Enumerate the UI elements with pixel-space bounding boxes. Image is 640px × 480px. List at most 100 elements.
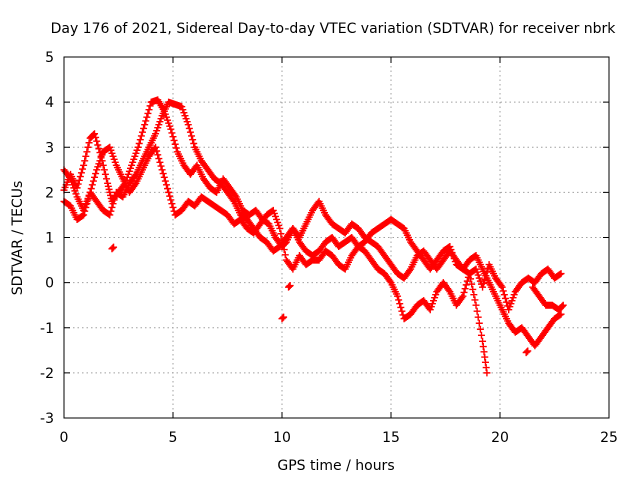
data-point — [77, 169, 85, 177]
data-point — [146, 102, 154, 110]
data-point — [558, 302, 566, 310]
data-point — [477, 331, 485, 339]
data-point — [286, 282, 294, 290]
data-point — [557, 270, 565, 278]
data-point — [99, 161, 107, 169]
data-point — [471, 296, 479, 304]
data-point — [276, 224, 284, 232]
y-tick-label: -3 — [40, 411, 54, 427]
x-tick-label: 10 — [273, 430, 291, 446]
data-point — [100, 166, 108, 174]
data-point — [523, 348, 531, 356]
data-point — [108, 203, 116, 211]
data-point — [468, 280, 476, 288]
y-tick-label: 5 — [45, 50, 54, 66]
data-point — [479, 337, 487, 345]
data-point — [158, 166, 166, 174]
data-point — [154, 151, 162, 159]
data-point — [165, 188, 173, 196]
data-point — [483, 369, 491, 377]
data-point — [171, 140, 179, 148]
data-point — [168, 129, 176, 137]
data-point — [92, 170, 100, 178]
data-point — [137, 132, 145, 140]
data-point — [106, 211, 114, 219]
data-point — [74, 180, 82, 188]
data-point — [498, 283, 506, 291]
data-point — [463, 277, 471, 285]
data-point — [160, 173, 168, 181]
data-point — [141, 121, 149, 129]
data-point — [91, 130, 99, 138]
data-point — [101, 170, 109, 178]
data-point — [474, 313, 482, 321]
series-isolated — [108, 243, 532, 357]
data-point — [161, 177, 169, 185]
data-point — [143, 113, 151, 121]
x-tick-label: 25 — [600, 430, 618, 446]
y-tick-label: 2 — [45, 185, 54, 201]
data-point — [157, 162, 165, 170]
plot-area — [60, 96, 567, 377]
y-tick-label: -2 — [40, 366, 54, 382]
data-point — [103, 175, 111, 183]
data-point — [93, 137, 101, 145]
data-point — [469, 285, 477, 293]
data-point — [79, 212, 87, 220]
data-point — [167, 125, 175, 133]
x-tick-label: 0 — [60, 430, 69, 446]
data-point — [109, 200, 117, 208]
data-point — [277, 230, 285, 238]
data-point — [278, 315, 286, 323]
data-point — [395, 296, 403, 304]
x-tick-label: 20 — [491, 430, 509, 446]
data-point — [135, 139, 143, 147]
data-point — [473, 307, 481, 315]
data-point — [89, 177, 97, 185]
data-point — [81, 157, 89, 165]
data-point — [459, 292, 467, 300]
y-tick-label: 3 — [45, 140, 54, 156]
data-point — [76, 173, 84, 181]
data-point — [481, 276, 489, 284]
data-point — [480, 348, 488, 356]
data-point — [396, 300, 404, 308]
data-point — [470, 291, 478, 299]
data-point — [169, 203, 177, 211]
data-point — [479, 343, 487, 351]
data-point — [458, 294, 466, 302]
data-point — [285, 283, 293, 291]
data-point — [501, 294, 509, 302]
data-point — [162, 181, 170, 189]
data-point — [482, 272, 490, 280]
x-tick-label: 15 — [382, 430, 400, 446]
data-point — [153, 147, 161, 155]
data-point — [86, 188, 94, 196]
data-point — [558, 303, 566, 311]
data-point — [186, 128, 194, 136]
data-point — [559, 301, 567, 309]
data-point — [108, 245, 116, 253]
data-point — [85, 139, 93, 147]
data-point — [278, 235, 286, 243]
data-point — [91, 173, 99, 181]
data-point — [95, 145, 103, 153]
data-point — [156, 158, 164, 166]
data-point — [140, 124, 148, 132]
data-point — [92, 133, 100, 141]
data-point — [279, 314, 287, 322]
data-point — [479, 283, 487, 291]
data-point — [109, 244, 117, 252]
data-point — [480, 279, 488, 287]
x-tick-label: 5 — [169, 430, 178, 446]
data-point — [172, 144, 180, 152]
data-point — [482, 364, 490, 372]
data-point — [229, 196, 237, 204]
data-point — [79, 165, 87, 173]
data-point — [88, 181, 96, 189]
data-point — [184, 121, 192, 129]
data-point — [169, 133, 177, 141]
data-point — [134, 143, 142, 151]
data-point — [464, 273, 472, 281]
